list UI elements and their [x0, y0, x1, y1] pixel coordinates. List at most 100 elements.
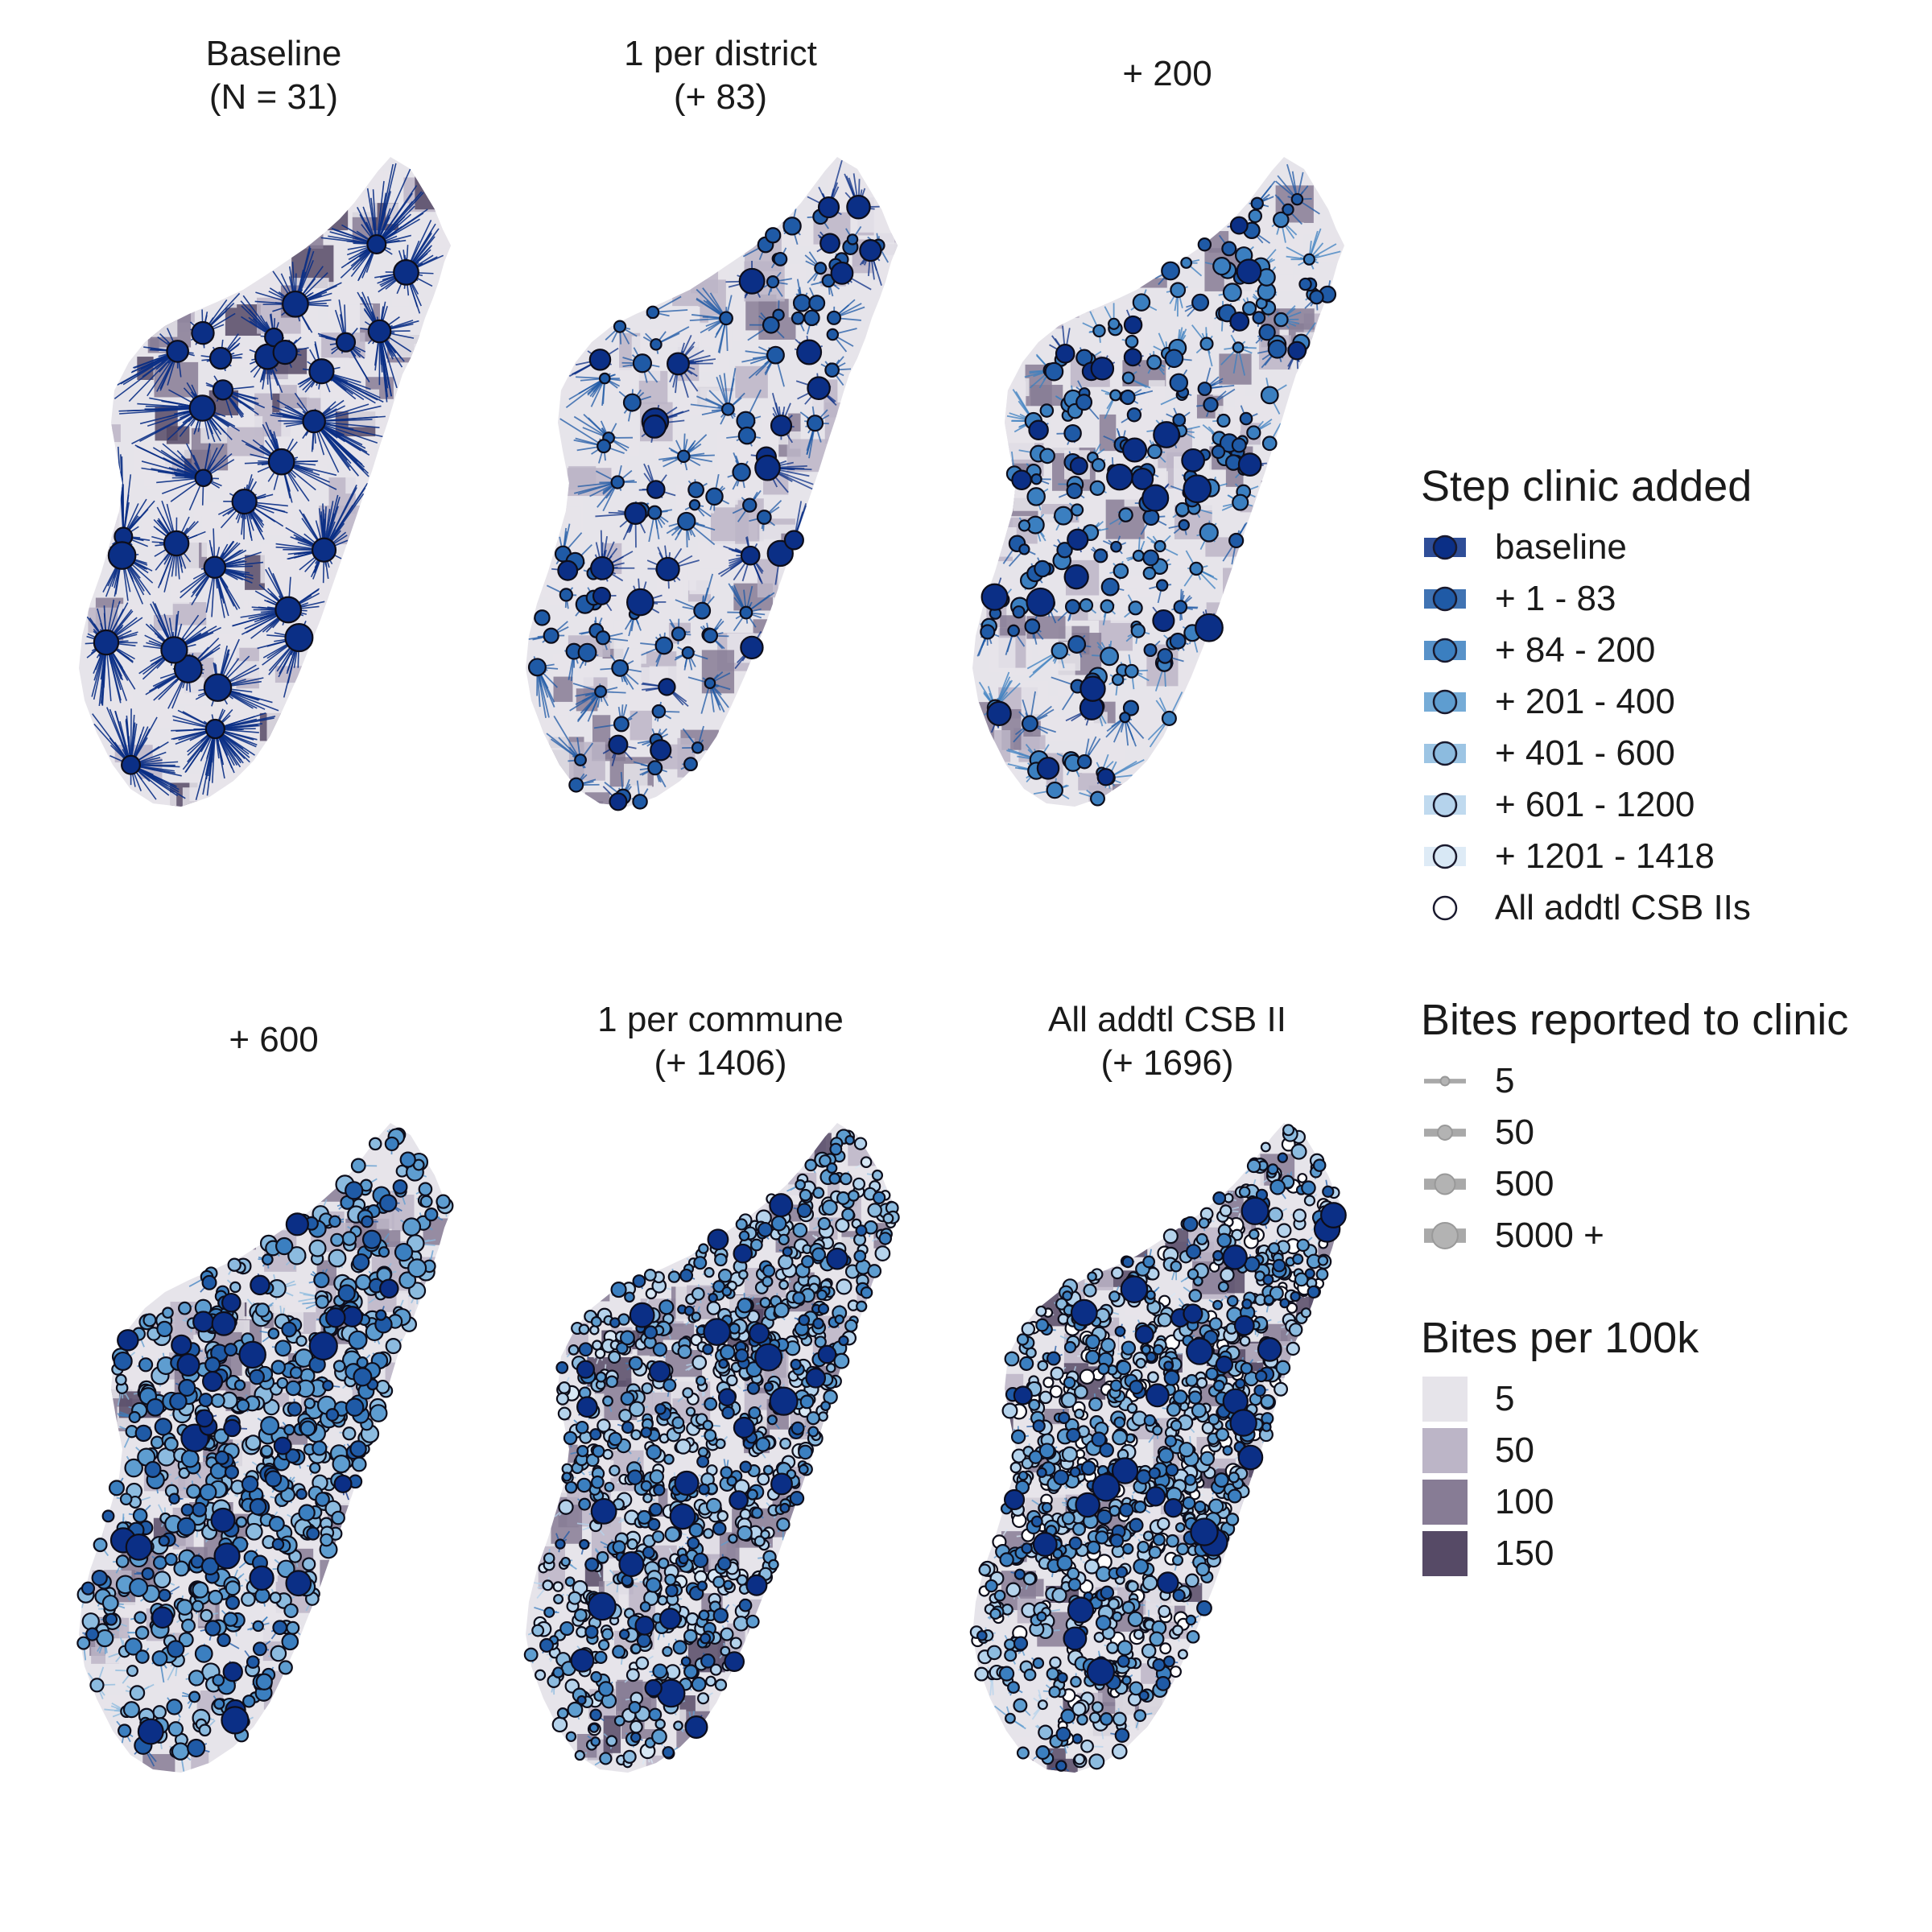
rate-patch — [540, 320, 577, 357]
rate-patch — [1321, 436, 1344, 458]
rate-patch — [1074, 179, 1102, 219]
clinic-point — [980, 624, 996, 640]
clinic-point — [608, 734, 629, 755]
rate-patch — [1152, 774, 1190, 807]
rate-patch — [144, 235, 171, 267]
rate-patch — [84, 364, 113, 408]
rate-patch — [435, 1487, 451, 1530]
rate-patch — [769, 759, 812, 793]
clinic-point — [739, 605, 753, 620]
rate-patch — [1321, 430, 1344, 469]
clinic-point — [1018, 543, 1030, 555]
clinic-point — [1132, 549, 1145, 562]
clinic-point — [1142, 509, 1160, 526]
rate-patch — [420, 1445, 450, 1481]
rate-patch — [361, 1610, 394, 1649]
rate-patch — [377, 570, 394, 600]
rate-patch — [744, 794, 765, 807]
clinic-point — [756, 510, 772, 525]
clinic-point — [1222, 283, 1242, 303]
rate-patch — [1344, 341, 1365, 360]
clinic-point — [683, 757, 698, 772]
clinic-point — [1123, 348, 1142, 367]
clinic-point — [203, 555, 226, 579]
rate-patch — [1001, 231, 1033, 266]
rate-patch — [1192, 182, 1232, 199]
clinic-point — [1237, 452, 1262, 477]
clinic-point — [1119, 712, 1131, 724]
rate-patch — [1325, 802, 1344, 807]
clinic-point — [625, 588, 654, 617]
clinic-point — [655, 556, 680, 582]
rate-patch — [369, 524, 413, 558]
rate-patch — [786, 721, 825, 758]
catchment-line — [559, 418, 605, 447]
rate-patch — [327, 1667, 357, 1708]
rate-patch — [366, 1558, 395, 1576]
catchment-line — [121, 477, 125, 537]
rate-patch — [154, 240, 181, 274]
rate-patch — [143, 464, 161, 487]
clinic-point — [188, 394, 217, 422]
clinic-point — [568, 777, 584, 793]
clinic-point — [830, 261, 854, 285]
rate-patch — [411, 739, 442, 757]
rate-patch — [886, 418, 898, 460]
rate-patch — [222, 206, 250, 224]
clinic-point — [1248, 208, 1262, 224]
rate-patch — [1321, 721, 1344, 753]
clinic-point — [1123, 315, 1143, 335]
rate-patch — [402, 1405, 437, 1435]
rate-patch — [1278, 698, 1317, 743]
clinic-point — [762, 316, 780, 334]
rate-patch — [443, 1269, 451, 1310]
rate-patch — [235, 160, 254, 180]
rate-patch — [839, 598, 857, 642]
rate-patch — [1080, 290, 1118, 315]
rate-patch — [98, 1170, 128, 1197]
rate-patch — [803, 617, 835, 661]
clinic-point — [1199, 522, 1219, 543]
clinic-point — [1113, 563, 1129, 580]
rate-patch — [1028, 176, 1049, 206]
clinic-point — [782, 217, 802, 236]
rate-patch — [534, 298, 578, 338]
rate-patch — [428, 488, 451, 514]
clinic-point — [1091, 457, 1106, 473]
clinic-point — [1111, 673, 1125, 687]
clinic-point — [1287, 341, 1307, 361]
clinic-point — [658, 678, 676, 696]
rate-patch — [798, 559, 839, 598]
rate-patch — [93, 424, 121, 443]
clinic-point — [1055, 344, 1075, 364]
rate-patch — [1319, 324, 1344, 352]
rate-patch — [841, 419, 877, 448]
rate-patch — [138, 230, 180, 257]
clinic-point — [1120, 389, 1136, 406]
rate-patch — [1152, 763, 1169, 794]
rate-patch — [1074, 278, 1095, 313]
clinic-point — [592, 586, 612, 605]
clinic-point — [846, 233, 859, 246]
rate-patch — [611, 253, 636, 283]
rate-patch — [89, 1226, 122, 1261]
clinic-point — [1197, 382, 1212, 396]
clinic-point — [212, 379, 234, 401]
catchment-line — [574, 481, 618, 494]
rate-patch — [751, 194, 785, 224]
rate-patch — [93, 1254, 136, 1297]
clinic-point — [1147, 444, 1162, 460]
rate-patch — [658, 576, 684, 601]
rate-patch — [338, 1686, 366, 1717]
clinic-point — [693, 601, 712, 620]
rate-patch — [582, 200, 622, 245]
rate-patch — [1077, 171, 1106, 197]
rate-patch — [1096, 208, 1132, 234]
rate-patch — [714, 741, 744, 774]
rate-patch — [1257, 636, 1298, 676]
rate-patch — [415, 1476, 449, 1499]
rate-patch — [262, 1140, 292, 1173]
clinic-point — [1267, 339, 1287, 359]
clinic-point — [1298, 277, 1312, 291]
rate-patch — [223, 1137, 242, 1172]
